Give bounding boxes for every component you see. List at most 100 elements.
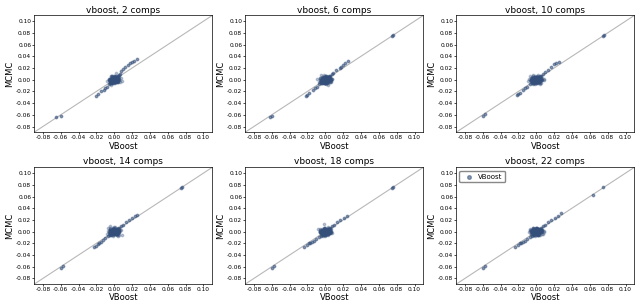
Point — [113, 79, 123, 84]
Point — [319, 78, 330, 83]
Point — [177, 184, 187, 189]
Point — [529, 225, 539, 230]
Point — [529, 79, 540, 83]
Point — [115, 79, 125, 84]
Point — [307, 239, 317, 244]
Point — [302, 92, 312, 97]
Point — [532, 227, 542, 232]
Point — [106, 231, 116, 236]
VBoost — [533, 227, 543, 232]
Point — [109, 227, 120, 232]
Point — [530, 79, 540, 84]
Point — [111, 229, 121, 234]
Point — [113, 231, 123, 236]
Point — [108, 228, 118, 233]
Point — [120, 64, 130, 69]
Point — [529, 229, 540, 234]
Point — [532, 75, 543, 80]
Point — [532, 76, 542, 81]
Point — [108, 228, 118, 233]
Point — [93, 241, 103, 246]
Point — [532, 77, 542, 82]
Point — [321, 76, 331, 81]
Point — [321, 231, 332, 236]
Point — [112, 77, 122, 82]
Point — [528, 76, 538, 81]
Point — [323, 77, 333, 82]
Point — [113, 227, 123, 232]
Point — [109, 229, 120, 234]
Point — [118, 67, 128, 72]
Point — [531, 78, 541, 83]
Point — [319, 229, 330, 233]
Point — [319, 76, 329, 81]
Point — [532, 230, 543, 235]
Point — [530, 76, 540, 81]
VBoost — [531, 230, 541, 235]
Point — [109, 77, 120, 82]
Point — [319, 229, 329, 234]
Point — [106, 231, 116, 236]
Point — [531, 227, 541, 232]
Point — [106, 83, 116, 88]
Point — [524, 76, 534, 81]
Point — [113, 78, 124, 83]
Point — [104, 229, 115, 234]
Point — [110, 75, 120, 80]
Point — [319, 229, 329, 234]
Point — [320, 76, 330, 81]
Point — [528, 76, 538, 81]
Point — [320, 78, 330, 83]
Point — [532, 227, 542, 232]
Point — [111, 231, 121, 236]
Point — [319, 229, 329, 234]
Point — [321, 74, 331, 79]
Point — [320, 229, 330, 234]
Point — [319, 229, 330, 234]
Point — [320, 77, 330, 82]
Point — [106, 78, 116, 83]
Point — [96, 89, 106, 94]
Point — [317, 231, 328, 236]
Point — [110, 229, 120, 234]
Point — [320, 77, 330, 82]
Point — [325, 230, 335, 235]
Point — [323, 78, 333, 83]
Point — [109, 229, 119, 234]
Point — [324, 229, 335, 233]
Point — [319, 79, 330, 84]
Point — [114, 77, 124, 82]
Point — [529, 232, 540, 237]
Point — [320, 78, 330, 83]
Point — [108, 226, 118, 231]
Point — [316, 72, 326, 77]
Point — [535, 230, 545, 235]
Point — [112, 231, 122, 236]
Point — [530, 80, 540, 85]
Point — [529, 77, 540, 82]
Point — [109, 78, 120, 83]
Point — [108, 81, 118, 86]
Point — [323, 232, 333, 237]
Point — [533, 230, 543, 235]
Point — [526, 76, 536, 81]
Point — [527, 229, 537, 234]
Point — [109, 75, 119, 80]
VBoost — [522, 236, 532, 241]
Point — [323, 229, 333, 234]
Point — [533, 81, 543, 86]
Point — [107, 80, 117, 85]
Point — [109, 230, 120, 235]
Point — [107, 75, 117, 80]
Point — [532, 229, 543, 234]
Point — [108, 79, 118, 83]
Point — [529, 76, 540, 81]
Point — [532, 230, 543, 235]
Point — [536, 232, 547, 237]
Point — [109, 229, 119, 234]
Point — [320, 75, 330, 80]
Point — [109, 229, 120, 234]
Point — [324, 229, 334, 234]
Point — [539, 78, 549, 83]
Point — [320, 79, 330, 83]
